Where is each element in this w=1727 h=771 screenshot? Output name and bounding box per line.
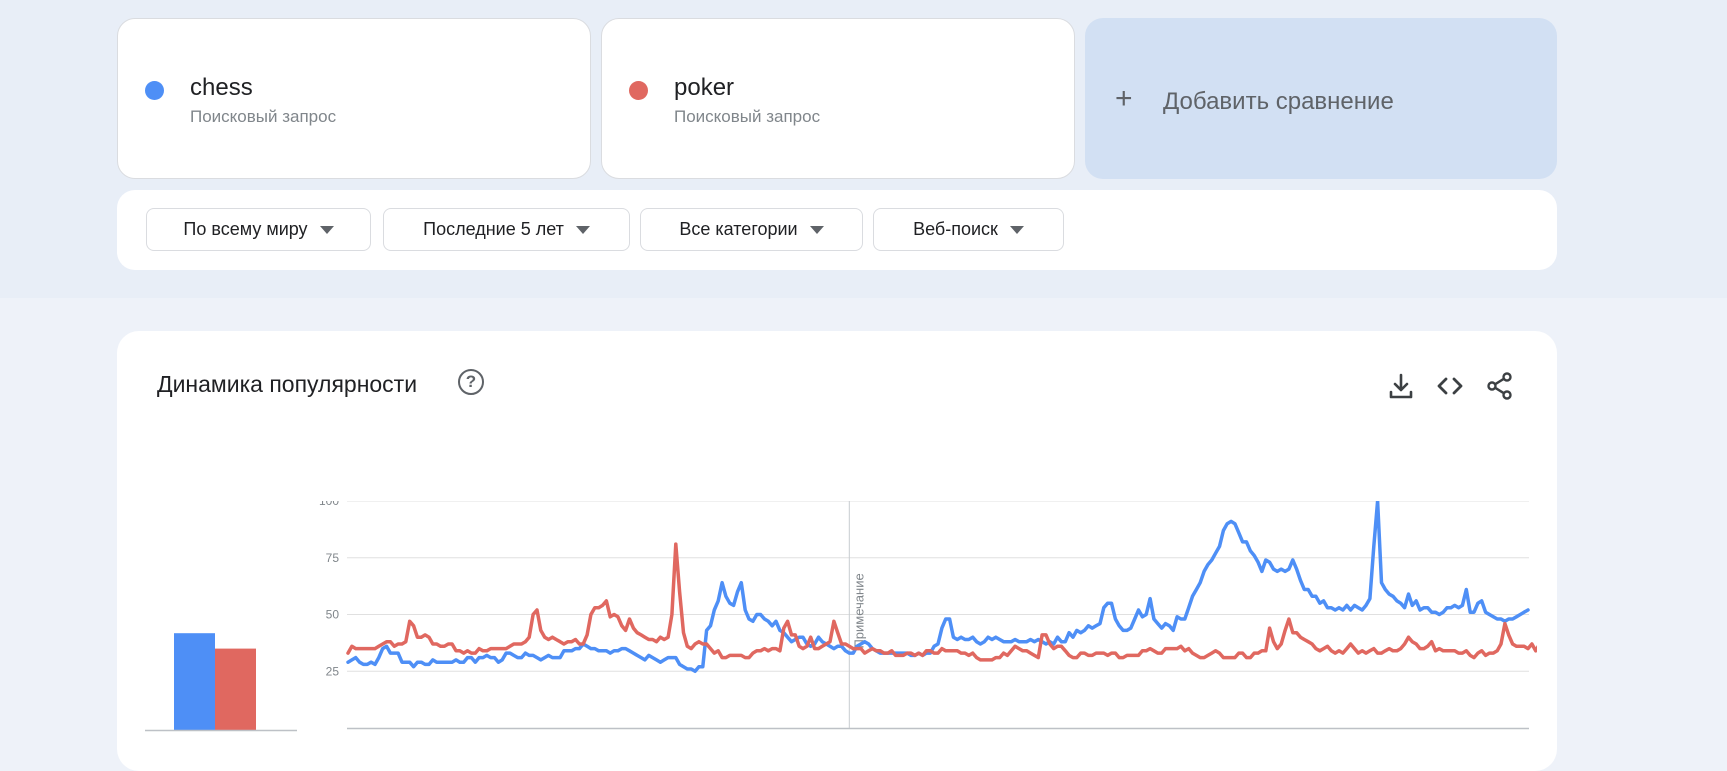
y-tick-label: 25 bbox=[326, 664, 340, 678]
embed-code-icon[interactable] bbox=[1435, 371, 1465, 401]
filter-label: Последние 5 лет bbox=[423, 219, 564, 239]
average-bar-chess bbox=[174, 633, 215, 730]
chart-title: Динамика популярности bbox=[157, 371, 418, 397]
term-name[interactable]: poker bbox=[674, 74, 735, 101]
y-tick-label: 100 bbox=[319, 501, 339, 508]
plus-icon: + bbox=[1115, 82, 1133, 115]
caret-down-icon bbox=[809, 225, 824, 234]
note-label: Примечание bbox=[851, 573, 866, 648]
y-tick-label: 50 bbox=[326, 608, 340, 622]
interest-over-time-card: Динамика популярности ? 25 50 75 100 Примеча… bbox=[117, 331, 1557, 771]
caret-down-icon bbox=[1009, 225, 1024, 234]
term-card-chess[interactable]: chess Поисковый запрос bbox=[117, 18, 591, 179]
add-comparison-label: Добавить сравнение bbox=[1163, 88, 1394, 115]
term-name[interactable]: chess bbox=[190, 74, 253, 101]
filter-label: По всему миру bbox=[183, 219, 308, 239]
term-type: Поисковый запрос bbox=[674, 107, 821, 126]
series-line-poker bbox=[346, 542, 1537, 662]
filter-label: Веб-поиск bbox=[913, 219, 998, 239]
caret-down-icon bbox=[319, 225, 334, 234]
download-icon[interactable] bbox=[1386, 371, 1416, 401]
series-color-dot bbox=[145, 81, 164, 100]
filters-bar: По всему миру Последние 5 лет Все катего… bbox=[117, 190, 1557, 270]
filter-label: Все категории bbox=[679, 219, 798, 239]
y-tick-label: 75 bbox=[326, 551, 340, 565]
search-type-filter-dropdown[interactable]: Веб-поиск bbox=[873, 208, 1064, 251]
time-range-filter-dropdown[interactable]: Последние 5 лет bbox=[383, 208, 630, 251]
term-card-poker[interactable]: poker Поисковый запрос bbox=[601, 18, 1075, 179]
series-line-chess bbox=[346, 501, 1530, 674]
question-circle-icon[interactable]: ? bbox=[458, 369, 484, 395]
caret-down-icon bbox=[575, 225, 590, 234]
term-type: Поисковый запрос bbox=[190, 107, 337, 126]
region-filter-dropdown[interactable]: По всему миру bbox=[146, 208, 371, 251]
series-color-dot bbox=[629, 81, 648, 100]
add-comparison-button[interactable]: + Добавить сравнение bbox=[1085, 18, 1557, 179]
interest-over-time-line-chart: 25 50 75 100 Примечание bbox=[319, 501, 1537, 730]
category-filter-dropdown[interactable]: Все категории bbox=[640, 208, 863, 251]
share-icon[interactable] bbox=[1485, 371, 1515, 401]
average-bar-poker bbox=[215, 648, 256, 730]
average-interest-bar-chart bbox=[145, 633, 297, 732]
